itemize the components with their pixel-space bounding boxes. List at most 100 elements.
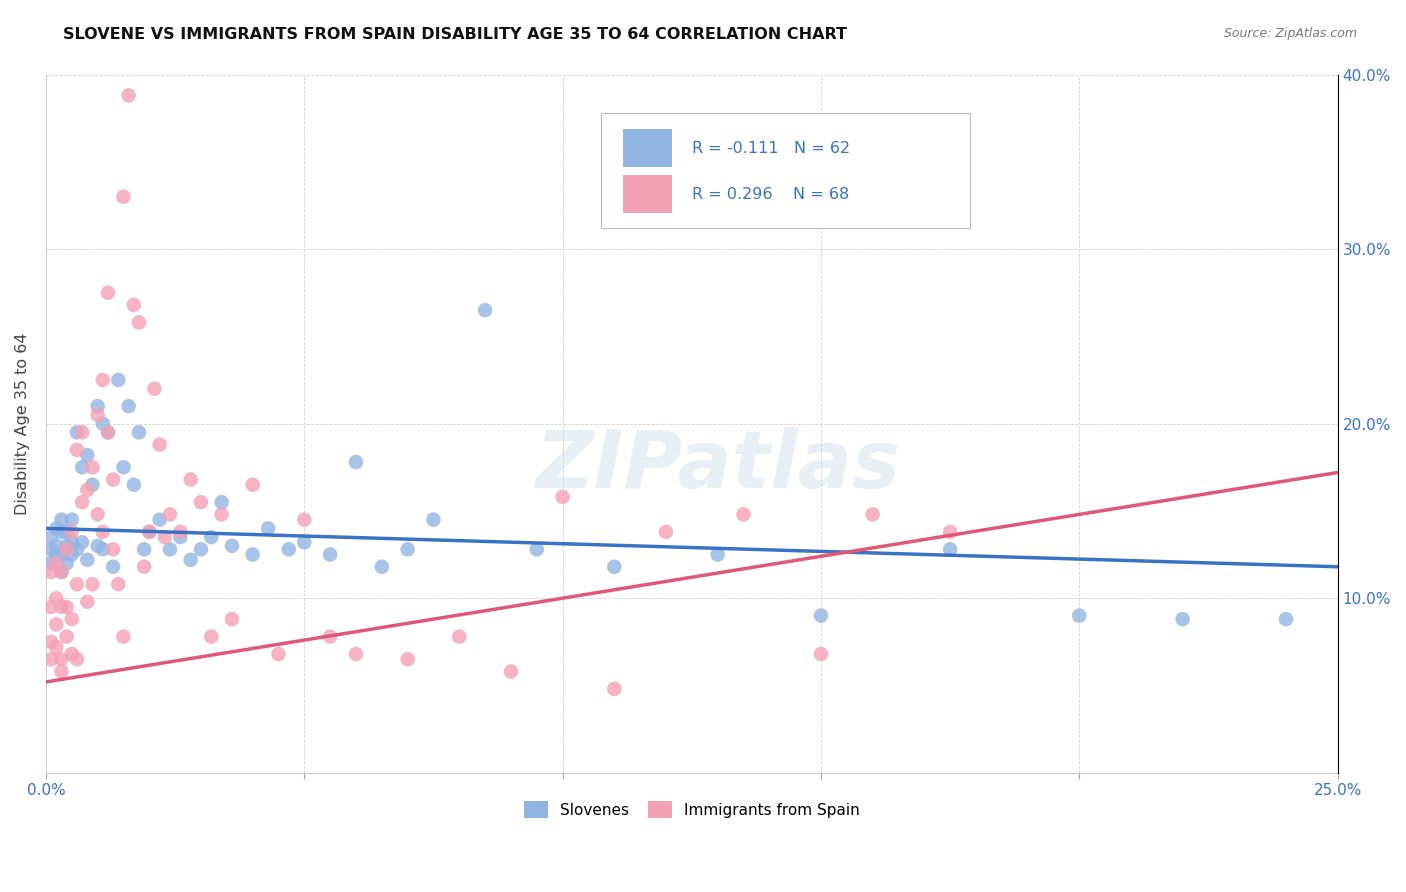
Point [91, 417, 114, 431]
Point [66, 542, 89, 557]
Point [66, 577, 89, 591]
Point [112, 630, 135, 644]
Point [733, 508, 755, 522]
Point [396, 652, 419, 666]
Point [39, 565, 62, 579]
Point [55, 630, 77, 644]
Point [169, 530, 191, 544]
Point [39, 556, 62, 570]
Point [51, 599, 73, 614]
Point [180, 553, 202, 567]
Point [200, 530, 222, 544]
Point [66, 442, 89, 457]
Point [603, 681, 626, 696]
Point [39, 635, 62, 649]
Point [76, 595, 98, 609]
Point [319, 548, 342, 562]
Point [97, 425, 120, 440]
Point [122, 477, 145, 491]
Point [45, 539, 67, 553]
Point [143, 382, 166, 396]
Point [117, 399, 139, 413]
Point [101, 473, 124, 487]
Point [112, 460, 135, 475]
Point [257, 521, 280, 535]
Point [810, 608, 832, 623]
Point [939, 542, 962, 557]
Text: Source: ZipAtlas.com: Source: ZipAtlas.com [1223, 27, 1357, 40]
Point [55, 524, 77, 539]
Point [60, 548, 83, 562]
Point [149, 437, 172, 451]
Point [91, 524, 114, 539]
Point [101, 559, 124, 574]
Point [603, 559, 626, 574]
Point [76, 483, 98, 497]
Point [319, 630, 342, 644]
Point [526, 542, 548, 557]
Point [128, 315, 150, 329]
Point [45, 591, 67, 606]
Point [86, 539, 108, 553]
Point [122, 298, 145, 312]
Point [655, 524, 678, 539]
Point [190, 495, 212, 509]
Point [939, 524, 962, 539]
Point [277, 542, 299, 557]
Point [55, 539, 77, 553]
Text: R = 0.296    N = 68: R = 0.296 N = 68 [692, 187, 849, 202]
Point [76, 553, 98, 567]
Point [86, 399, 108, 413]
Point [107, 373, 129, 387]
Point [117, 88, 139, 103]
Y-axis label: Disability Age 35 to 64: Disability Age 35 to 64 [15, 333, 30, 515]
Point [97, 285, 120, 300]
Point [70, 425, 93, 440]
Point [55, 599, 77, 614]
Point [70, 495, 93, 509]
Point [39, 530, 62, 544]
Point [292, 513, 315, 527]
Point [60, 524, 83, 539]
Point [82, 460, 104, 475]
Text: R = -0.111   N = 62: R = -0.111 N = 62 [692, 141, 851, 156]
Point [449, 630, 471, 644]
Point [706, 548, 728, 562]
Point [55, 542, 77, 557]
Point [86, 408, 108, 422]
Point [91, 542, 114, 557]
Point [51, 565, 73, 579]
Point [70, 460, 93, 475]
Point [51, 565, 73, 579]
Point [221, 539, 243, 553]
Point [60, 513, 83, 527]
Point [200, 630, 222, 644]
Point [169, 524, 191, 539]
Point [1069, 608, 1091, 623]
Point [112, 190, 135, 204]
Point [70, 535, 93, 549]
Point [138, 524, 160, 539]
Point [45, 548, 67, 562]
Point [211, 495, 233, 509]
Point [242, 548, 264, 562]
Point [82, 477, 104, 491]
Text: ZIPatlas: ZIPatlas [536, 426, 900, 505]
Point [55, 556, 77, 570]
Point [101, 542, 124, 557]
Point [51, 524, 73, 539]
FancyBboxPatch shape [623, 175, 672, 213]
Point [190, 542, 212, 557]
Point [51, 665, 73, 679]
Point [1275, 612, 1298, 626]
Point [396, 542, 419, 557]
Point [60, 612, 83, 626]
Point [86, 508, 108, 522]
Point [267, 647, 290, 661]
Point [1171, 612, 1194, 626]
Point [39, 599, 62, 614]
Point [211, 508, 233, 522]
Point [153, 530, 176, 544]
Point [66, 425, 89, 440]
Point [76, 448, 98, 462]
